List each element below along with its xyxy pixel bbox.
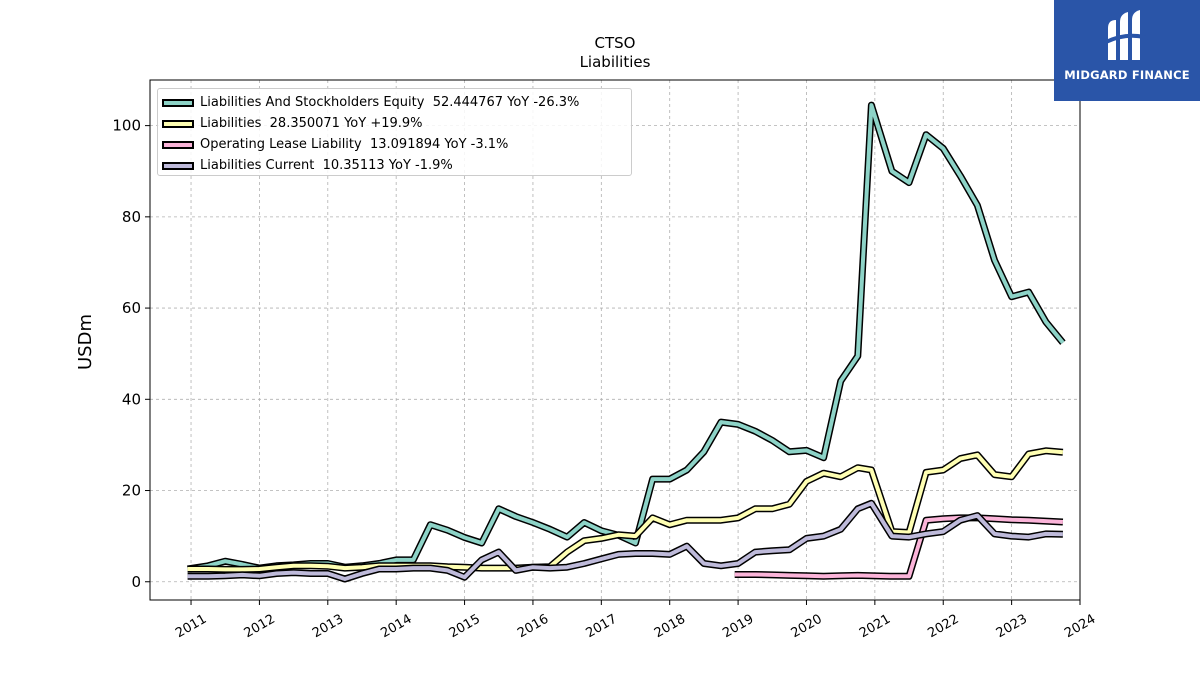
x-tick-label: 2020: [789, 612, 825, 642]
legend-label: Operating Lease Liability 13.091894 YoY …: [200, 137, 509, 152]
legend-item: Liabilities 28.350071 YoY +19.9%: [158, 113, 631, 134]
y-tick-label: 40: [122, 390, 141, 408]
x-tick-label: 2023: [994, 612, 1030, 642]
legend-swatch: [162, 119, 194, 128]
x-tick-label: 2019: [720, 612, 756, 642]
chart-title: CTSO: [595, 34, 636, 52]
plot-frame: [149, 79, 1081, 601]
legend-label: Liabilities Current 10.35113 YoY -1.9%: [200, 158, 453, 173]
legend-swatch: [162, 161, 194, 170]
legend-label: Liabilities And Stockholders Equity 52.4…: [200, 95, 580, 110]
chart-subtitle: Liabilities: [580, 53, 651, 71]
x-tick-label: 2022: [925, 612, 961, 642]
x-tick-label: 2013: [310, 612, 346, 642]
legend-item: Liabilities And Stockholders Equity 52.4…: [158, 92, 631, 113]
series-line: [187, 499, 1063, 583]
x-tick-label: 2024: [1062, 612, 1098, 642]
series-layer: [187, 101, 1066, 583]
series-line: [734, 514, 1064, 580]
y-tick-label: 60: [122, 299, 141, 317]
x-tick-label: 2014: [378, 612, 414, 642]
y-tick-label: 80: [122, 208, 141, 226]
legend-item: Operating Lease Liability 13.091894 YoY …: [158, 134, 631, 155]
series-line-stroke: [734, 515, 1064, 579]
series-line-stroke: [187, 448, 1064, 572]
y-axis-label: USDm: [75, 314, 96, 370]
axis-ticks: 0 20 40 60 80 100 2011 2012 2013 2014 2015 2016 2017…: [112, 117, 1098, 642]
legend-swatch: [162, 98, 194, 107]
legend-swatch: [162, 140, 194, 149]
y-tick-label: 0: [131, 573, 141, 591]
x-tick-label: 2011: [173, 612, 209, 642]
series-line-stroke: [187, 501, 1063, 581]
logo-mark-icon: [1105, 10, 1149, 60]
x-tick-label: 2015: [447, 612, 483, 642]
x-tick-label: 2021: [857, 612, 893, 642]
x-tick-label: 2016: [515, 612, 551, 642]
y-tick-label: 20: [122, 482, 141, 500]
series-line: [187, 447, 1064, 573]
x-tick-label: 2012: [242, 612, 278, 642]
brand-logo: MIDGARD FINANCE: [1054, 0, 1200, 101]
legend-item: Liabilities Current 10.35113 YoY -1.9%: [158, 155, 631, 176]
logo-text: MIDGARD FINANCE: [1064, 68, 1190, 82]
legend: Liabilities And Stockholders Equity 52.4…: [157, 88, 632, 176]
x-tick-label: 2018: [652, 612, 688, 642]
x-tick-label: 2017: [583, 612, 619, 642]
legend-label: Liabilities 28.350071 YoY +19.9%: [200, 116, 423, 131]
y-tick-label: 100: [112, 117, 141, 135]
